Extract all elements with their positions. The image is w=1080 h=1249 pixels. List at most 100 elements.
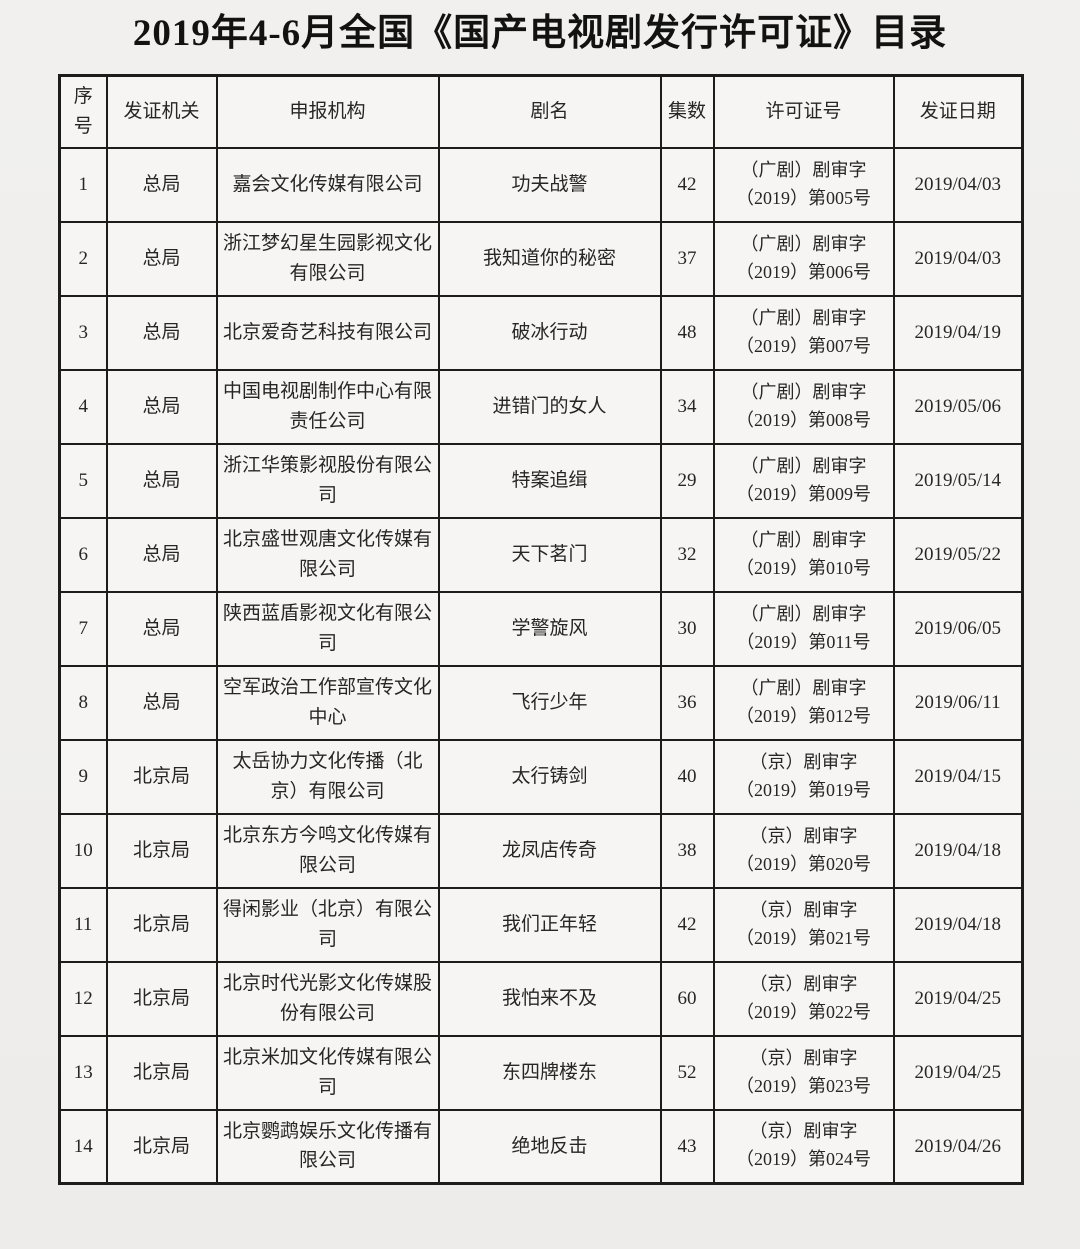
table-row: 14 北京局 北京鹦鹉娱乐文化传播有限公司 绝地反击 43 （京）剧审字 （20… — [58, 1108, 1024, 1185]
cell-drama-title: 我知道你的秘密 — [437, 220, 662, 297]
cell-license-number: （广剧）剧审字 （2019）第011号 — [712, 590, 895, 667]
cell-episode-count: 29 — [659, 442, 715, 519]
cell-serial-number: 4 — [58, 368, 108, 445]
table-row: 6 总局 北京盛世观唐文化传媒有限公司 天下茗门 32 （广剧）剧审字 （201… — [58, 516, 1024, 593]
header-applicant-org: 申报机构 — [215, 74, 440, 149]
cell-issue-date: 2019/04/18 — [892, 886, 1024, 963]
cell-license-number: （京）剧审字 （2019）第023号 — [712, 1034, 895, 1111]
table-row: 7 总局 陕西蓝盾影视文化有限公司 学警旋风 30 （广剧）剧审字 （2019）… — [58, 590, 1024, 667]
cell-applicant-org: 浙江梦幻星生园影视文化有限公司 — [215, 220, 440, 297]
header-drama-title: 剧名 — [437, 74, 662, 149]
cell-episode-count: 34 — [659, 368, 715, 445]
cell-issuing-authority: 总局 — [105, 368, 218, 445]
cell-episode-count: 40 — [659, 738, 715, 815]
header-row: 序号 发证机关 申报机构 剧名 集数 许可证号 发证日期 — [58, 74, 1024, 149]
cell-episode-count: 36 — [659, 664, 715, 741]
cell-serial-number: 3 — [58, 294, 108, 371]
cell-applicant-org: 嘉会文化传媒有限公司 — [215, 146, 440, 223]
cell-issuing-authority: 总局 — [105, 220, 218, 297]
cell-license-number: （广剧）剧审字 （2019）第012号 — [712, 664, 895, 741]
cell-issue-date: 2019/05/14 — [892, 442, 1024, 519]
cell-episode-count: 60 — [659, 960, 715, 1037]
table-row: 9 北京局 太岳协力文化传播（北京）有限公司 太行铸剑 40 （京）剧审字 （2… — [58, 738, 1024, 815]
cell-issuing-authority: 北京局 — [105, 1034, 218, 1111]
cell-issuing-authority: 总局 — [105, 442, 218, 519]
page-title: 2019年4-6月全国《国产电视剧发行许可证》目录 — [132, 13, 948, 54]
cell-serial-number: 2 — [58, 220, 108, 297]
cell-applicant-org: 北京时代光影文化传媒股份有限公司 — [215, 960, 440, 1037]
cell-serial-number: 8 — [58, 664, 108, 741]
cell-drama-title: 太行铸剑 — [437, 738, 662, 815]
cell-episode-count: 52 — [659, 1034, 715, 1111]
table-row: 8 总局 空军政治工作部宣传文化中心 飞行少年 36 （广剧）剧审字 （2019… — [58, 664, 1024, 741]
cell-applicant-org: 浙江华策影视股份有限公司 — [215, 442, 440, 519]
cell-serial-number: 6 — [58, 516, 108, 593]
cell-drama-title: 飞行少年 — [437, 664, 662, 741]
table-row: 5 总局 浙江华策影视股份有限公司 特案追缉 29 （广剧）剧审字 （2019）… — [58, 442, 1024, 519]
cell-episode-count: 32 — [659, 516, 715, 593]
cell-issue-date: 2019/06/05 — [892, 590, 1024, 667]
cell-drama-title: 功夫战警 — [437, 146, 662, 223]
cell-drama-title: 进错门的女人 — [437, 368, 662, 445]
cell-issue-date: 2019/04/25 — [892, 1034, 1024, 1111]
header-episode-count: 集数 — [659, 74, 715, 149]
cell-serial-number: 14 — [58, 1108, 108, 1185]
cell-drama-title: 东四牌楼东 — [437, 1034, 662, 1111]
license-table: 序号 发证机关 申报机构 剧名 集数 许可证号 发证日期 1 总局 嘉会文化传媒… — [58, 74, 1024, 1185]
cell-issue-date: 2019/04/25 — [892, 960, 1024, 1037]
cell-drama-title: 特案追缉 — [437, 442, 662, 519]
cell-license-number: （京）剧审字 （2019）第020号 — [712, 812, 895, 889]
cell-serial-number: 9 — [58, 738, 108, 815]
cell-serial-number: 7 — [58, 590, 108, 667]
cell-drama-title: 破冰行动 — [437, 294, 662, 371]
cell-license-number: （京）剧审字 （2019）第019号 — [712, 738, 895, 815]
cell-issue-date: 2019/05/06 — [892, 368, 1024, 445]
cell-drama-title: 龙凤店传奇 — [437, 812, 662, 889]
cell-issuing-authority: 北京局 — [105, 960, 218, 1037]
cell-drama-title: 我怕来不及 — [437, 960, 662, 1037]
cell-license-number: （京）剧审字 （2019）第024号 — [712, 1108, 895, 1185]
cell-serial-number: 13 — [58, 1034, 108, 1111]
cell-license-number: （广剧）剧审字 （2019）第005号 — [712, 146, 895, 223]
cell-applicant-org: 北京盛世观唐文化传媒有限公司 — [215, 516, 440, 593]
cell-license-number: （广剧）剧审字 （2019）第007号 — [712, 294, 895, 371]
cell-episode-count: 43 — [659, 1108, 715, 1185]
cell-license-number: （广剧）剧审字 （2019）第010号 — [712, 516, 895, 593]
table-row: 2 总局 浙江梦幻星生园影视文化有限公司 我知道你的秘密 37 （广剧）剧审字 … — [58, 220, 1024, 297]
cell-serial-number: 1 — [58, 146, 108, 223]
cell-applicant-org: 北京东方今鸣文化传媒有限公司 — [215, 812, 440, 889]
cell-drama-title: 天下茗门 — [437, 516, 662, 593]
cell-serial-number: 12 — [58, 960, 108, 1037]
cell-serial-number: 11 — [58, 886, 108, 963]
cell-license-number: （广剧）剧审字 （2019）第006号 — [712, 220, 895, 297]
cell-episode-count: 30 — [659, 590, 715, 667]
cell-applicant-org: 北京米加文化传媒有限公司 — [215, 1034, 440, 1111]
cell-episode-count: 38 — [659, 812, 715, 889]
cell-issuing-authority: 总局 — [105, 146, 218, 223]
cell-issue-date: 2019/04/26 — [892, 1108, 1024, 1185]
header-license-number: 许可证号 — [712, 74, 895, 149]
cell-issuing-authority: 总局 — [105, 516, 218, 593]
cell-applicant-org: 北京爱奇艺科技有限公司 — [215, 294, 440, 371]
table-row: 4 总局 中国电视剧制作中心有限责任公司 进错门的女人 34 （广剧）剧审字 （… — [58, 368, 1024, 445]
cell-episode-count: 48 — [659, 294, 715, 371]
cell-episode-count: 37 — [659, 220, 715, 297]
cell-issue-date: 2019/05/22 — [892, 516, 1024, 593]
cell-issue-date: 2019/04/15 — [892, 738, 1024, 815]
cell-drama-title: 学警旋风 — [437, 590, 662, 667]
cell-drama-title: 我们正年轻 — [437, 886, 662, 963]
table-header: 序号 发证机关 申报机构 剧名 集数 许可证号 发证日期 — [58, 74, 1024, 149]
cell-applicant-org: 太岳协力文化传播（北京）有限公司 — [215, 738, 440, 815]
header-issuing-authority: 发证机关 — [105, 74, 218, 149]
cell-applicant-org: 得闲影业（北京）有限公司 — [215, 886, 440, 963]
header-serial-number: 序号 — [58, 74, 108, 149]
cell-issuing-authority: 北京局 — [105, 1108, 218, 1185]
cell-issuing-authority: 北京局 — [105, 738, 218, 815]
cell-applicant-org: 中国电视剧制作中心有限责任公司 — [215, 368, 440, 445]
table-row: 12 北京局 北京时代光影文化传媒股份有限公司 我怕来不及 60 （京）剧审字 … — [58, 960, 1024, 1037]
cell-issuing-authority: 北京局 — [105, 886, 218, 963]
cell-applicant-org: 陕西蓝盾影视文化有限公司 — [215, 590, 440, 667]
table-body: 1 总局 嘉会文化传媒有限公司 功夫战警 4 2 （广剧）剧审字 （2019）第0… — [58, 146, 1024, 1185]
cell-issuing-authority: 总局 — [105, 590, 218, 667]
cell-issue-date: 2019/04/03 — [892, 220, 1024, 297]
